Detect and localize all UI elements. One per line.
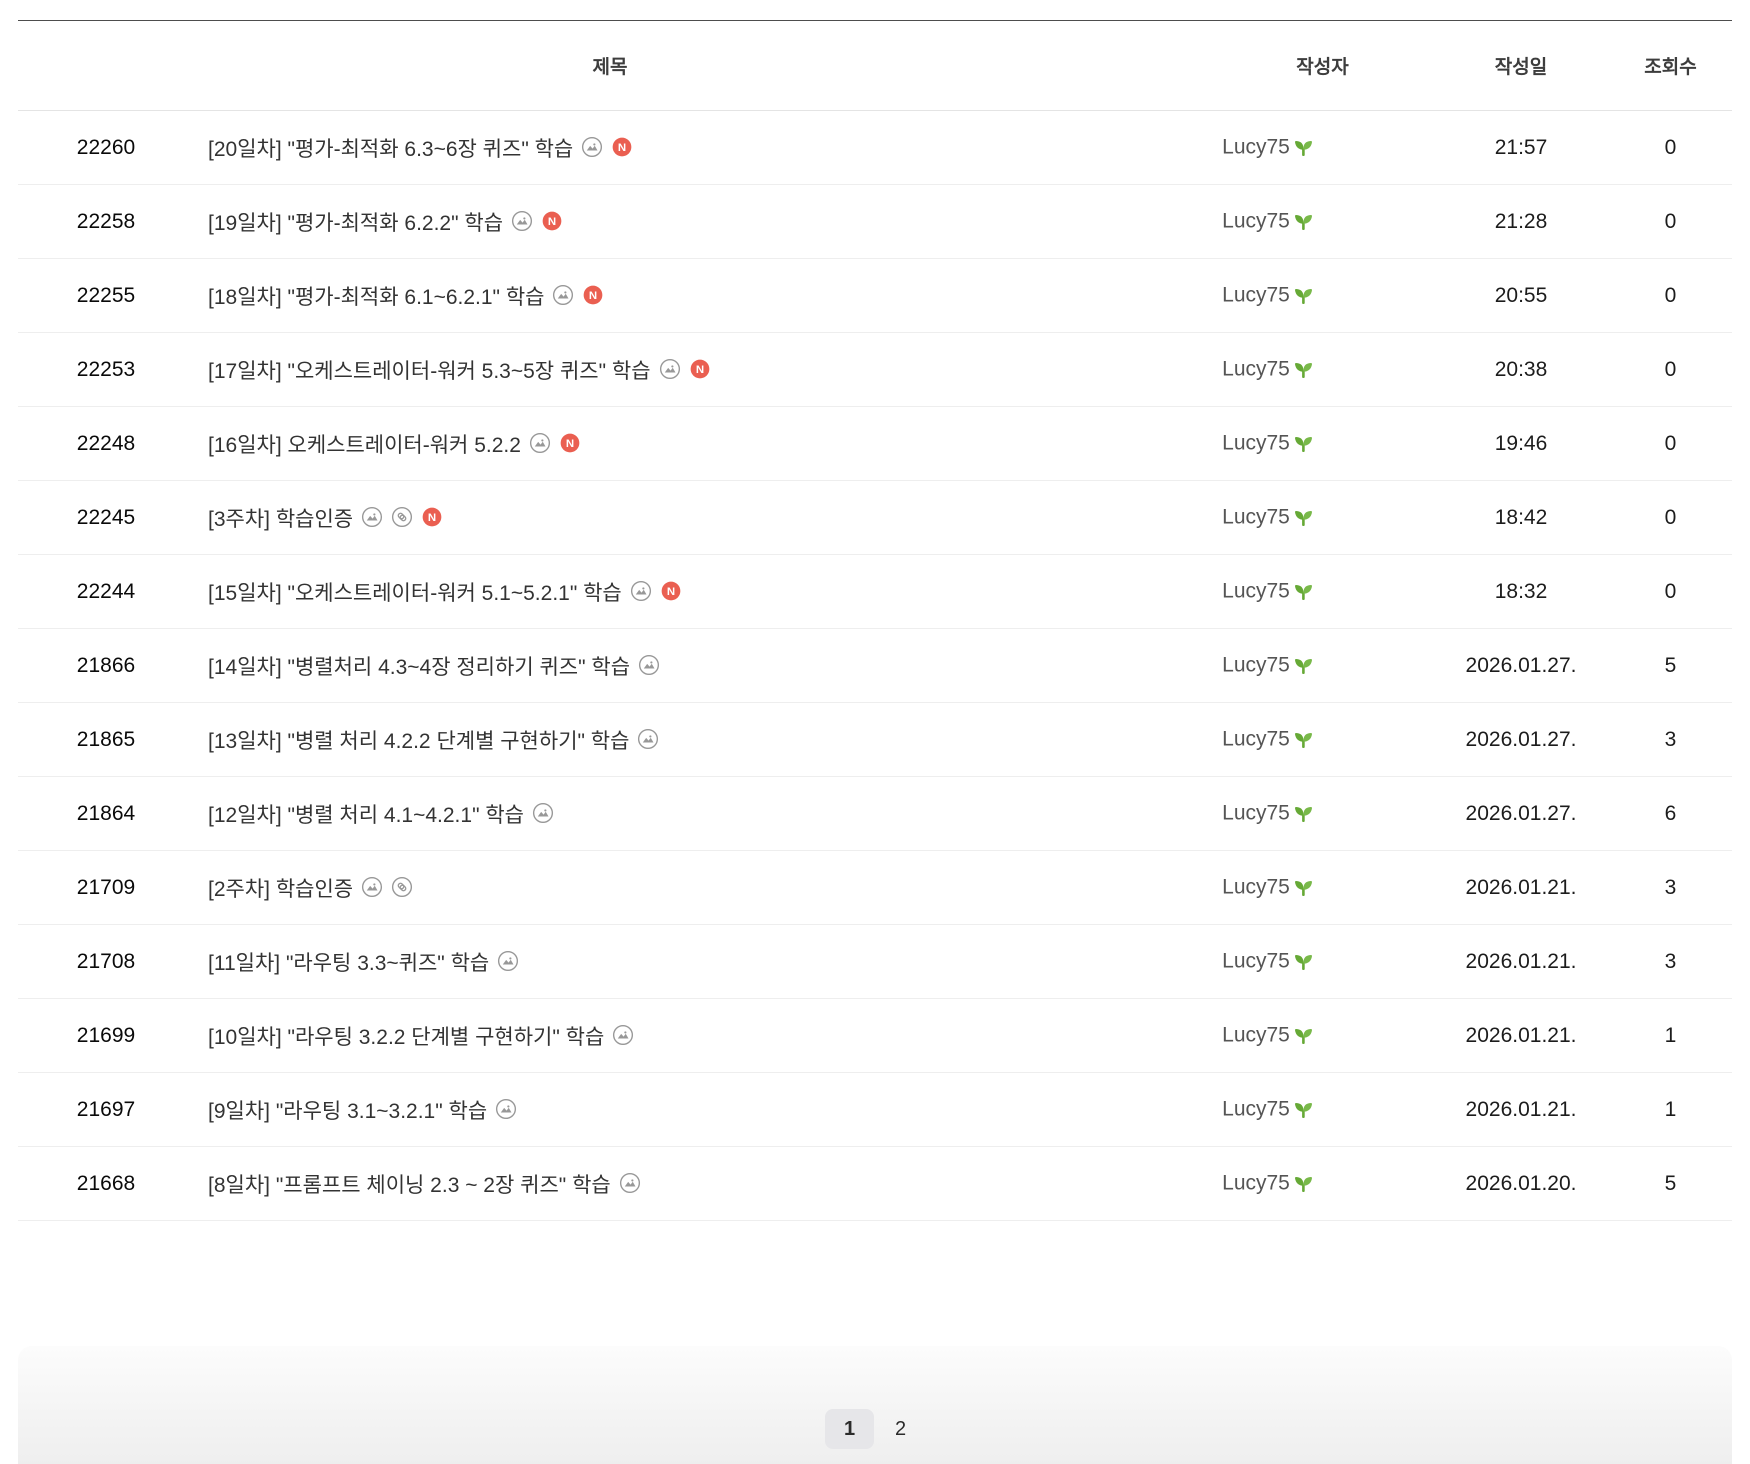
svg-text:N: N [428,511,436,523]
svg-text:N: N [589,289,597,301]
svg-text:N: N [618,141,626,153]
svg-text:N: N [695,363,703,375]
svg-text:N: N [566,437,574,449]
svg-text:N: N [667,585,675,597]
svg-text:N: N [548,215,556,227]
